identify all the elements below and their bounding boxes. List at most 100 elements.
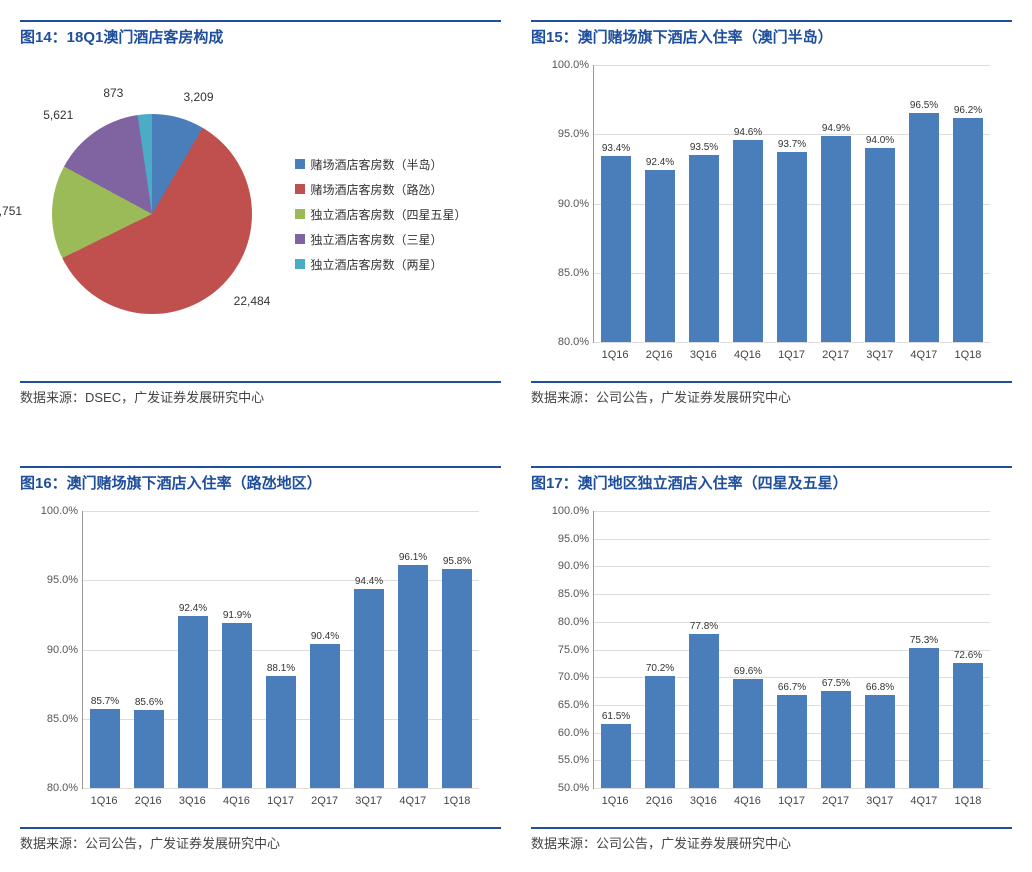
x-tick-label: 1Q16: [82, 791, 126, 819]
bar-rect: [865, 148, 895, 342]
bar-value-label: 69.6%: [734, 666, 762, 677]
y-tick-label: 95.0%: [33, 574, 78, 586]
legend-item: 赌场酒店客房数（路氹）: [295, 181, 467, 198]
panel-title: 图16：澳门赌场旗下酒店入住率（路氹地区）: [20, 466, 501, 493]
legend-swatch: [295, 184, 305, 194]
x-tick-label: 1Q18: [946, 791, 990, 819]
bar-column: 66.7%: [770, 511, 814, 788]
bar-rect: [865, 695, 895, 788]
y-tick-label: 50.0%: [544, 782, 589, 794]
bar-rect: [601, 156, 631, 342]
bar-rect: [689, 634, 719, 788]
y-tick-label: 80.0%: [544, 616, 589, 628]
bar-rect: [909, 113, 939, 342]
y-tick-label: 85.0%: [33, 713, 78, 725]
y-tick-label: 90.0%: [33, 644, 78, 656]
legend-swatch: [295, 234, 305, 244]
panel-source: 数据来源：公司公告，广发证券发展研究中心: [20, 827, 501, 852]
pie-slice-label: 3,209: [184, 90, 214, 104]
bar-rect: [601, 724, 631, 788]
bar-rect: [222, 623, 252, 788]
x-tick-label: 4Q16: [725, 791, 769, 819]
pie-slice-label: 5,751: [0, 204, 22, 218]
y-tick-label: 90.0%: [544, 560, 589, 572]
x-tick-label: 2Q17: [303, 791, 347, 819]
gridline: [83, 788, 479, 789]
bar-value-label: 72.6%: [954, 650, 982, 661]
x-tick-label: 1Q17: [258, 791, 302, 819]
x-tick-label: 1Q16: [593, 345, 637, 373]
bar-column: 95.8%: [435, 511, 479, 788]
plot-area: 80.0%85.0%90.0%95.0%100.0%85.7%85.6%92.4…: [82, 511, 479, 789]
pie-slice-label: 22,484: [234, 294, 271, 308]
panel-17: 图17：澳门地区独立酒店入住率（四星及五星） 50.0%55.0%60.0%65…: [531, 466, 1012, 852]
bar-value-label: 75.3%: [910, 635, 938, 646]
x-tick-label: 4Q16: [725, 345, 769, 373]
bar-value-label: 94.9%: [822, 123, 850, 134]
x-tick-label: 4Q17: [902, 345, 946, 373]
bar-value-label: 85.6%: [135, 697, 163, 708]
bar-column: 67.5%: [814, 511, 858, 788]
plot-area: 80.0%85.0%90.0%95.0%100.0%93.4%92.4%93.5…: [593, 65, 990, 343]
x-tick-label: 4Q16: [214, 791, 258, 819]
y-tick-label: 80.0%: [33, 782, 78, 794]
bar-column: 96.2%: [946, 65, 990, 342]
bar-rect: [90, 709, 120, 788]
bar-value-label: 96.2%: [954, 105, 982, 116]
bar-rect: [909, 648, 939, 788]
bar-rect: [398, 565, 428, 788]
bar-value-label: 70.2%: [646, 663, 674, 674]
legend-label: 赌场酒店客房数（半岛）: [311, 156, 443, 173]
x-tick-label: 3Q16: [681, 345, 725, 373]
legend-label: 独立酒店客房数（四星五星）: [311, 206, 467, 223]
bar-value-label: 96.1%: [399, 552, 427, 563]
bar-column: 94.9%: [814, 65, 858, 342]
bar-value-label: 91.9%: [223, 610, 251, 621]
bar-rect: [777, 695, 807, 788]
legend-label: 赌场酒店客房数（路氹）: [311, 181, 443, 198]
bar-column: 94.6%: [726, 65, 770, 342]
y-tick-label: 95.0%: [544, 533, 589, 545]
x-tick-label: 1Q16: [593, 791, 637, 819]
x-tick-label: 1Q18: [435, 791, 479, 819]
y-tick-label: 100.0%: [544, 505, 589, 517]
x-tick-label: 1Q17: [769, 791, 813, 819]
y-tick-label: 75.0%: [544, 644, 589, 656]
bar-column: 66.8%: [858, 511, 902, 788]
bar-value-label: 77.8%: [690, 621, 718, 632]
bar-rect: [645, 170, 675, 342]
bar-rect: [645, 676, 675, 788]
bar-chart-17: 50.0%55.0%60.0%65.0%70.0%75.0%80.0%85.0%…: [531, 501, 1012, 819]
bar-column: 85.7%: [83, 511, 127, 788]
y-tick-label: 65.0%: [544, 699, 589, 711]
x-axis-labels: 1Q162Q163Q164Q161Q172Q173Q174Q171Q18: [593, 791, 990, 819]
legend-swatch: [295, 209, 305, 219]
bar-column: 85.6%: [127, 511, 171, 788]
pie-chart: 3,20922,4845,7515,621873 赌场酒店客房数（半岛）赌场酒店…: [20, 55, 501, 373]
bar-value-label: 67.5%: [822, 678, 850, 689]
bar-column: 88.1%: [259, 511, 303, 788]
y-tick-label: 85.0%: [544, 267, 589, 279]
panel-16: 图16：澳门赌场旗下酒店入住率（路氹地区） 80.0% 85.0% 90.0% 95.…: [20, 466, 501, 852]
x-tick-label: 1Q17: [769, 345, 813, 373]
panel-14: 图14：18Q1澳门酒店客房构成 3,20922,4845,7515,62187…: [20, 20, 501, 406]
y-tick-label: 70.0%: [544, 671, 589, 683]
y-tick-label: 100.0%: [544, 59, 589, 71]
plot-area: 50.0%55.0%60.0%65.0%70.0%75.0%80.0%85.0%…: [593, 511, 990, 789]
bar-rect: [733, 140, 763, 342]
bar-chart-16: 80.0%85.0%90.0%95.0%100.0%85.7%85.6%92.4…: [20, 501, 501, 819]
panel-source: 数据来源：公司公告，广发证券发展研究中心: [531, 381, 1012, 406]
bar-column: 93.7%: [770, 65, 814, 342]
bar-value-label: 94.4%: [355, 576, 383, 587]
chart-grid: 图14：18Q1澳门酒店客房构成 3,20922,4845,7515,62187…: [20, 20, 1012, 852]
bar-value-label: 94.0%: [866, 135, 894, 146]
x-tick-label: 2Q17: [814, 791, 858, 819]
x-tick-label: 3Q16: [681, 791, 725, 819]
y-tick-label: 55.0%: [544, 754, 589, 766]
bar-column: 93.5%: [682, 65, 726, 342]
panel-title: 图17：澳门地区独立酒店入住率（四星及五星）: [531, 466, 1012, 493]
bar-value-label: 93.4%: [602, 143, 630, 154]
bar-column: 94.4%: [347, 511, 391, 788]
y-tick-label: 80.0%: [544, 336, 589, 348]
gridline: [594, 788, 990, 789]
